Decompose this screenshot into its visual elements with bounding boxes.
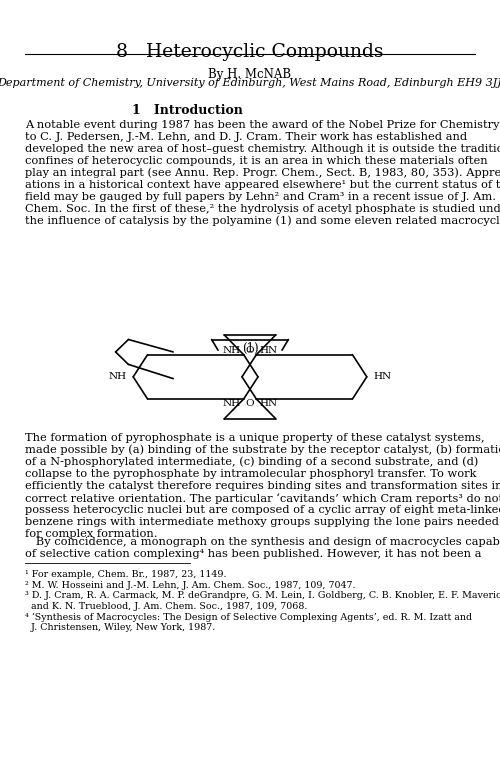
Text: correct relative orientation. The particular ‘cavitands’ which Cram reports³ do : correct relative orientation. The partic… bbox=[25, 493, 500, 503]
Text: ations in a historical context have appeared elsewhere¹ but the current status o: ations in a historical context have appe… bbox=[25, 179, 500, 189]
Text: collapse to the pyrophosphate by intramolecular phosphoryl transfer. To work: collapse to the pyrophosphate by intramo… bbox=[25, 468, 476, 478]
Text: developed the new area of host–guest chemistry. Although it is outside the tradi: developed the new area of host–guest che… bbox=[25, 144, 500, 154]
Text: to C. J. Pedersen, J.-M. Lehn, and D. J. Cram. Their work has established and: to C. J. Pedersen, J.-M. Lehn, and D. J.… bbox=[25, 131, 467, 141]
Text: the influence of catalysis by the polyamine (1) and some eleven related macrocyc: the influence of catalysis by the polyam… bbox=[25, 216, 500, 226]
Text: field may be gauged by full papers by Lehn² and Cram³ in a recent issue of J. Am: field may be gauged by full papers by Le… bbox=[25, 192, 496, 202]
Text: confines of heterocyclic compounds, it is an area in which these materials often: confines of heterocyclic compounds, it i… bbox=[25, 155, 487, 165]
Text: and K. N. Trueblood, J. Am. Chem. Soc., 1987, 109, 7068.: and K. N. Trueblood, J. Am. Chem. Soc., … bbox=[25, 601, 308, 611]
Text: 8   Heterocyclic Compounds: 8 Heterocyclic Compounds bbox=[116, 43, 384, 60]
Text: NH: NH bbox=[108, 373, 127, 381]
Text: (1): (1) bbox=[242, 342, 258, 356]
Text: ¹ For example, Chem. Br., 1987, 23, 1149.: ¹ For example, Chem. Br., 1987, 23, 1149… bbox=[25, 570, 226, 580]
Text: The formation of pyrophosphate is a unique property of these catalyst systems,: The formation of pyrophosphate is a uniq… bbox=[25, 433, 484, 443]
Text: O: O bbox=[246, 399, 254, 408]
Text: By H. McNAB: By H. McNAB bbox=[208, 68, 292, 81]
Text: of a N-phosphorylated intermediate, (c) binding of a second substrate, and (d): of a N-phosphorylated intermediate, (c) … bbox=[25, 457, 478, 468]
Text: benzene rings with intermediate methoxy groups supplying the lone pairs needed: benzene rings with intermediate methoxy … bbox=[25, 517, 499, 526]
Text: play an integral part (see Annu. Rep. Progr. Chem., Sect. B, 1983, 80, 353). App: play an integral part (see Annu. Rep. Pr… bbox=[25, 168, 500, 179]
Text: HN: HN bbox=[373, 373, 392, 381]
Text: O: O bbox=[246, 346, 254, 355]
Text: of selective cation complexing⁴ has been published. However, it has not been a: of selective cation complexing⁴ has been… bbox=[25, 549, 481, 559]
Text: for complex formation.: for complex formation. bbox=[25, 529, 158, 539]
Text: HN: HN bbox=[260, 399, 278, 408]
Text: J. Christensen, Wiley, New York, 1987.: J. Christensen, Wiley, New York, 1987. bbox=[25, 623, 215, 632]
Text: Department of Chemistry, University of Edinburgh, West Mains Road, Edinburgh EH9: Department of Chemistry, University of E… bbox=[0, 78, 500, 88]
Text: efficiently the catalyst therefore requires binding sites and transformation sit: efficiently the catalyst therefore requi… bbox=[25, 481, 500, 491]
Text: ² M. W. Hosseini and J.-M. Lehn, J. Am. Chem. Soc., 1987, 109, 7047.: ² M. W. Hosseini and J.-M. Lehn, J. Am. … bbox=[25, 581, 355, 590]
Text: NH: NH bbox=[222, 346, 240, 355]
Text: ⁴ ‘Synthesis of Macrocycles: The Design of Selective Complexing Agents’, ed. R. : ⁴ ‘Synthesis of Macrocycles: The Design … bbox=[25, 612, 472, 621]
Text: By coincidence, a monograph on the synthesis and design of macrocycles capable: By coincidence, a monograph on the synth… bbox=[25, 537, 500, 547]
Text: Chem. Soc. In the first of these,² the hydrolysis of acetyl phosphate is studied: Chem. Soc. In the first of these,² the h… bbox=[25, 203, 500, 213]
Text: possess heterocyclic nuclei but are composed of a cyclic array of eight meta-lin: possess heterocyclic nuclei but are comp… bbox=[25, 505, 500, 515]
Text: A notable event during 1987 has been the award of the Nobel Prize for Chemistry: A notable event during 1987 has been the… bbox=[25, 120, 500, 130]
Text: made possible by (a) binding of the substrate by the receptor catalyst, (b) form: made possible by (a) binding of the subs… bbox=[25, 445, 500, 455]
Text: 1   Introduction: 1 Introduction bbox=[132, 104, 244, 117]
Text: HN: HN bbox=[260, 346, 278, 355]
Text: ³ D. J. Cram, R. A. Carmack, M. P. deGrandpre, G. M. Lein, I. Goldberg, C. B. Kn: ³ D. J. Cram, R. A. Carmack, M. P. deGra… bbox=[25, 591, 500, 601]
Text: NH: NH bbox=[222, 399, 240, 408]
